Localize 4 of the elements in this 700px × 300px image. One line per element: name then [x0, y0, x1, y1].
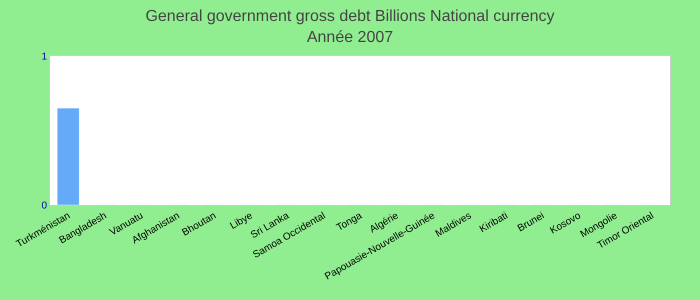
- chart-subtitle: Année 2007: [306, 28, 394, 46]
- y-tick-label: 0: [41, 200, 48, 212]
- y-tick-label: 1: [41, 52, 48, 62]
- chart-title: General government gross debt Billions National currency: [145, 8, 555, 25]
